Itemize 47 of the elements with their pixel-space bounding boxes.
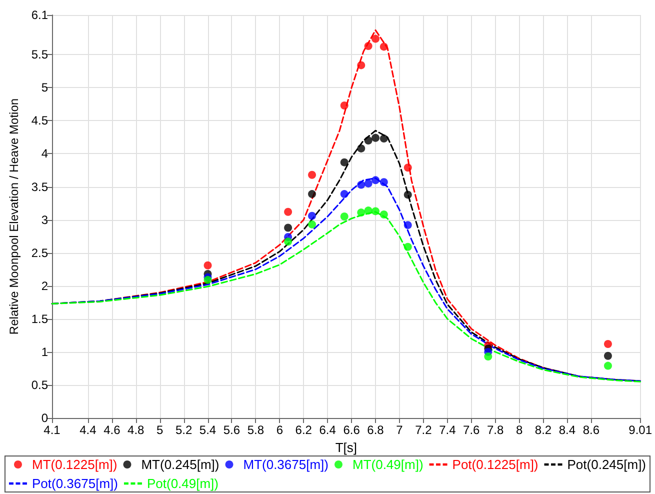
x-tick-label: 6.6 — [343, 423, 360, 437]
x-tick-label: 9.01 — [628, 423, 652, 437]
x-tick-label: 5.8 — [247, 423, 264, 437]
x-tick-label: 5.6 — [223, 423, 240, 437]
y-tick-label: 0.5 — [31, 378, 48, 392]
legend-label: Pot(0.245[m]) — [567, 457, 646, 472]
x-tick-label: 7.4 — [439, 423, 456, 437]
y-tick-label: 3.5 — [31, 180, 48, 194]
x-tick-label: 5.4 — [199, 423, 216, 437]
y-tick-label: 2.5 — [31, 246, 48, 260]
x-tick-label: 5 — [156, 423, 164, 437]
y-tick-label: 5.5 — [31, 48, 48, 62]
x-tick-label: 4.6 — [104, 423, 121, 437]
x-axis-title: T[s] — [335, 440, 357, 455]
legend-label: Pot(0.3675[m]) — [32, 476, 118, 491]
legend-label: Pot(0.1225[m]) — [452, 457, 538, 472]
legend-label: Pot(0.49[m]) — [146, 476, 219, 491]
x-tick-label: 7.8 — [486, 423, 504, 437]
x-tick-label: 7.2 — [415, 423, 432, 437]
y-tick-label: 5 — [41, 80, 48, 95]
x-tick-label: 8.4 — [558, 423, 576, 437]
x-tick-label: 6 — [276, 423, 284, 437]
y-tick-label: 0 — [41, 411, 48, 425]
y-axis-title: Relative Moonpool Elevation / Heave Motion — [7, 98, 21, 335]
x-tick-label: 8 — [516, 423, 523, 437]
y-tick-label: 1.5 — [31, 312, 48, 326]
legend-label: MT(0.1225[m]) — [32, 457, 118, 472]
x-tick-label: 6.2 — [295, 423, 312, 437]
x-tick-label: 8.2 — [534, 423, 552, 437]
x-tick-label: 6.4 — [319, 423, 336, 437]
x-tick-label: 5.2 — [175, 423, 192, 437]
x-tick-label: 4.4 — [80, 423, 97, 437]
legend-label: MT(0.49[m]) — [352, 457, 424, 472]
y-tick-label: 3 — [41, 212, 48, 227]
y-tick-label: 1 — [41, 344, 48, 359]
x-tick-label: 4.1 — [44, 423, 61, 437]
x-tick-label: 7 — [396, 423, 404, 437]
x-tick-label: 7.6 — [463, 423, 480, 437]
x-tick-label: 6.8 — [367, 423, 384, 437]
y-tick-label: 4 — [41, 146, 48, 161]
y-tick-label: 4.5 — [31, 114, 48, 128]
x-tick-label: 8.6 — [582, 423, 600, 437]
legend-label: MT(0.3675[m]) — [243, 457, 328, 472]
x-tick-label: 4.8 — [128, 423, 145, 437]
y-tick-label: 6.1 — [31, 8, 48, 22]
legend-label: MT(0.245[m]) — [141, 457, 220, 472]
y-tick-label: 2 — [41, 278, 48, 293]
